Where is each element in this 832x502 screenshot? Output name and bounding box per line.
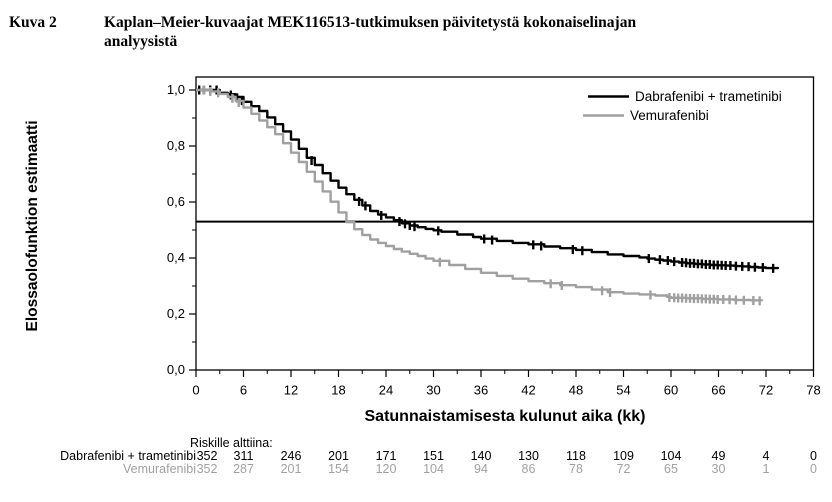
risk-count: 72 bbox=[616, 462, 631, 476]
x-axis-tick-label: 12 bbox=[284, 383, 298, 398]
risk-count: 201 bbox=[280, 462, 302, 476]
x-axis-tick-label: 0 bbox=[192, 383, 199, 398]
risk-row-label: Dabrafenibi + trametinibi bbox=[60, 449, 196, 463]
risk-count: 104 bbox=[423, 462, 444, 476]
risk-count: 130 bbox=[518, 449, 539, 463]
x-axis-tick-label: 60 bbox=[664, 383, 678, 398]
risk-count: 154 bbox=[328, 462, 349, 476]
risk-count: 65 bbox=[664, 462, 678, 476]
y-axis-tick-label: 0,0 bbox=[167, 362, 185, 377]
risk-count: 287 bbox=[233, 462, 254, 476]
risk-table-row: Dabrafenibi + trametinibi 352 311 246 201 171… bbox=[0, 450, 832, 463]
risk-count: 86 bbox=[521, 462, 536, 476]
risk-table-row: Vemurafenibi 352 287 201 154 120 104 94 86 78 72 65… bbox=[0, 463, 832, 476]
km-curve-vemurafenibi bbox=[196, 88, 764, 302]
risk-count: 352 bbox=[196, 462, 218, 476]
risk-count: 0 bbox=[810, 449, 817, 463]
risk-count: 104 bbox=[660, 449, 682, 463]
y-axis-tick-label: 0,2 bbox=[167, 306, 185, 321]
figure-title-line1: Kaplan–Meier-kuvaajat MEK116513-tutkimuk… bbox=[104, 14, 637, 31]
risk-row-label: Vemurafenibi bbox=[123, 462, 196, 476]
y-axis-tick-label: 0,8 bbox=[167, 138, 185, 153]
risk-count: 118 bbox=[566, 449, 586, 463]
figure-title-line2: analyysistä bbox=[104, 33, 178, 50]
risk-count: 352 bbox=[196, 449, 218, 463]
risk-count: 201 bbox=[328, 449, 349, 463]
x-axis-tick-label: 42 bbox=[521, 383, 535, 398]
risk-count: 78 bbox=[569, 462, 583, 476]
x-axis-tick-label: 78 bbox=[806, 383, 820, 398]
x-axis-tick-label: 6 bbox=[240, 383, 247, 398]
legend-label-vemurafenibi: Vemurafenibi bbox=[630, 108, 709, 123]
y-axis-tick-label: 0,4 bbox=[167, 250, 185, 265]
plot-border bbox=[195, 76, 815, 371]
x-axis-tick-label: 48 bbox=[569, 383, 583, 398]
risk-count: 311 bbox=[233, 449, 254, 463]
x-axis-tick-label: 24 bbox=[379, 383, 393, 398]
risk-count: 1 bbox=[762, 462, 770, 476]
risk-count: 94 bbox=[474, 462, 488, 476]
risk-count: 0 bbox=[810, 462, 817, 476]
risk-count: 30 bbox=[711, 462, 726, 476]
risk-count: 49 bbox=[711, 449, 726, 463]
legend-label-dabrafenibi-trametinibi: Dabrafenibi + trametinibi bbox=[635, 89, 782, 104]
x-axis-tick-label: 72 bbox=[759, 383, 773, 398]
risk-count: 109 bbox=[613, 449, 634, 463]
risk-count: 171 bbox=[375, 449, 397, 463]
x-axis-tick-label: 54 bbox=[616, 383, 630, 398]
risk-count: 120 bbox=[375, 462, 397, 476]
y-axis-tick-label: 1,0 bbox=[167, 82, 185, 97]
x-axis-title: Satunnaistamisesta kulunut aika (kk) bbox=[364, 408, 646, 425]
risk-table-header: Riskille alttiina: bbox=[190, 436, 273, 450]
x-axis-tick-label: 66 bbox=[711, 383, 725, 398]
x-axis-tick-label: 36 bbox=[474, 383, 488, 398]
x-axis-tick-label: 30 bbox=[426, 383, 440, 398]
risk-count: 4 bbox=[762, 449, 770, 463]
risk-count: 246 bbox=[280, 449, 302, 463]
risk-count: 151 bbox=[423, 449, 444, 463]
y-axis-tick-label: 0,6 bbox=[167, 194, 185, 209]
figure-title: Kaplan–Meier-kuvaajat MEK116513-tutkimuk… bbox=[104, 13, 724, 51]
risk-count: 140 bbox=[470, 449, 492, 463]
x-axis-tick-label: 18 bbox=[331, 383, 345, 398]
figure-label: Kuva 2 bbox=[9, 14, 57, 31]
